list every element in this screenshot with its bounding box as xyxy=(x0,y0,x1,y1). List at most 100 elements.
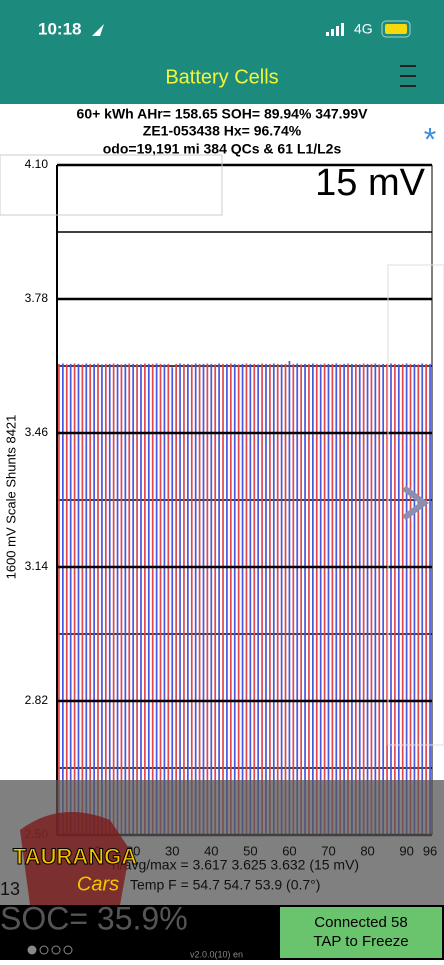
bar xyxy=(218,363,220,835)
bar xyxy=(425,363,427,835)
bar xyxy=(343,363,345,835)
bar xyxy=(394,363,396,835)
bar xyxy=(58,363,60,835)
side-panel xyxy=(387,264,444,746)
bar xyxy=(288,360,291,835)
bar xyxy=(421,363,424,835)
bar xyxy=(257,364,260,835)
bar xyxy=(253,363,256,835)
bar xyxy=(354,363,357,835)
x-tick-label: 70 xyxy=(321,843,335,858)
logo-subtitle: Cars xyxy=(77,873,119,895)
soc-text: SOC= 35.9% xyxy=(0,900,188,936)
info-line: odo=19,191 mi 384 QCs & 61 L1/L2s xyxy=(103,141,342,157)
bar xyxy=(62,363,64,835)
bar xyxy=(358,364,361,835)
bar xyxy=(194,363,197,835)
bar xyxy=(249,363,252,835)
bar xyxy=(265,363,267,835)
bar xyxy=(237,364,240,835)
y-tick-label: 2.82 xyxy=(25,693,49,707)
status-time: 10:18 xyxy=(38,19,81,38)
x-tick-label: 50 xyxy=(243,843,257,858)
bar xyxy=(206,363,209,835)
freeze-button[interactable] xyxy=(280,907,442,958)
logo: TAURANGA Cars xyxy=(12,812,138,905)
bar xyxy=(222,363,224,835)
bar xyxy=(382,363,385,835)
bar xyxy=(124,363,127,835)
bar xyxy=(269,363,271,835)
bar xyxy=(374,363,377,835)
y-axis-label: 1600 mV Scale Shunts 8421 xyxy=(3,415,18,580)
overlay-box xyxy=(0,154,223,216)
bar xyxy=(69,363,72,835)
bar xyxy=(112,363,115,835)
star-button[interactable]: * xyxy=(424,121,436,157)
y-tick-label: 4.10 xyxy=(25,157,49,171)
page-dots xyxy=(27,945,73,955)
bar xyxy=(347,363,349,835)
x-tick-label: 60 xyxy=(282,843,296,858)
bar xyxy=(89,363,92,835)
bar xyxy=(159,363,162,835)
bar xyxy=(73,363,76,835)
bar xyxy=(272,363,275,835)
bar xyxy=(296,363,299,835)
bar xyxy=(214,364,217,835)
bar xyxy=(362,363,365,835)
bar xyxy=(413,363,416,835)
bar xyxy=(128,363,131,835)
connected-text: Connected 58 xyxy=(314,914,407,931)
bar xyxy=(65,364,68,835)
bar xyxy=(241,363,244,835)
battery-level xyxy=(385,24,407,34)
temp-text: Temp F = 54.7 54.7 53.9 (0.7°) xyxy=(130,877,320,893)
bar xyxy=(101,364,103,835)
bar xyxy=(226,363,228,835)
bar xyxy=(116,363,119,835)
bar xyxy=(312,363,314,835)
version-text: v2.0.0(10) en xyxy=(190,949,243,959)
bar xyxy=(331,363,334,835)
bar xyxy=(366,363,369,835)
bar xyxy=(304,363,306,835)
bar xyxy=(187,363,189,835)
bar xyxy=(327,363,330,835)
bar xyxy=(81,364,84,835)
bar xyxy=(77,363,80,835)
bar xyxy=(284,363,287,835)
bar xyxy=(144,363,146,835)
bar xyxy=(401,363,404,835)
bar xyxy=(370,363,373,835)
x-tick-label: 20 xyxy=(126,843,140,858)
bar xyxy=(245,363,248,835)
bar xyxy=(292,363,295,835)
menu-icon[interactable] xyxy=(400,65,416,87)
bar xyxy=(171,367,174,835)
bar xyxy=(85,363,88,835)
bar xyxy=(390,363,392,835)
bar xyxy=(339,364,342,835)
next-arrow[interactable] xyxy=(402,485,429,521)
x-tick-label: 96 xyxy=(423,843,437,858)
bar xyxy=(183,363,185,835)
bar xyxy=(163,364,166,835)
bar xyxy=(233,363,236,835)
bar xyxy=(120,364,123,835)
x-tick-label: 90 xyxy=(399,843,413,858)
bar xyxy=(323,363,326,835)
stats-text: n/avg/max = 3.617 3.625 3.632 (15 mV) xyxy=(112,857,359,873)
bar xyxy=(378,364,381,835)
bar xyxy=(315,363,318,835)
bar xyxy=(167,363,170,835)
bar xyxy=(190,364,193,835)
bar xyxy=(276,363,279,835)
app-title: Battery Cells xyxy=(165,66,278,88)
bar xyxy=(140,364,142,835)
bar xyxy=(386,363,388,835)
bar xyxy=(397,364,400,835)
